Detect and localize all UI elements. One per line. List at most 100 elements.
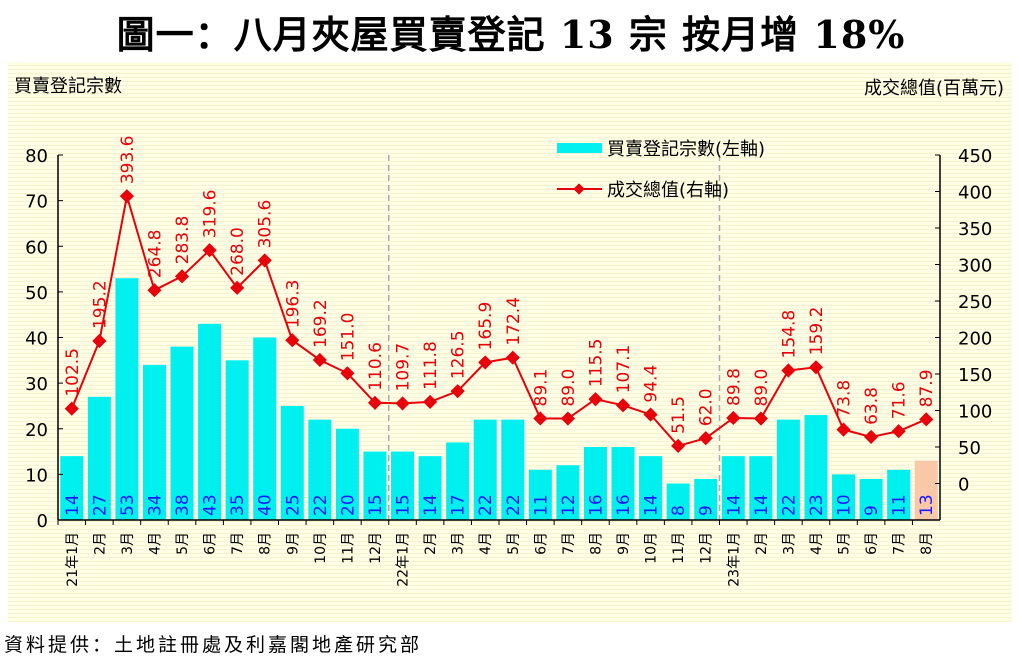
line-value-label: 62.0 xyxy=(697,388,717,426)
bar xyxy=(253,337,277,520)
line-value-label: 71.6 xyxy=(890,381,910,419)
line-value-label: 63.8 xyxy=(862,387,882,425)
bar-label: 22 xyxy=(779,494,799,516)
bar xyxy=(473,419,497,520)
line-marker xyxy=(781,363,796,378)
x-tick-label: 3月 xyxy=(781,532,797,555)
bar xyxy=(501,419,525,520)
legend-line-label: 成交總值(右軸) xyxy=(607,180,729,201)
line-marker xyxy=(92,333,107,349)
right-tick-label: 150 xyxy=(958,365,992,386)
bar xyxy=(694,478,718,520)
bar xyxy=(859,478,883,520)
bar xyxy=(391,451,415,520)
chart-area xyxy=(8,62,1012,622)
bar xyxy=(308,419,332,520)
line-marker xyxy=(147,283,162,298)
x-tick-label: 12月 xyxy=(699,532,715,564)
x-tick-label: 10月 xyxy=(644,532,660,564)
line-marker xyxy=(643,407,658,422)
left-tick-label: 40 xyxy=(25,329,48,350)
bar-label: 9 xyxy=(862,505,882,516)
line-value-label: 111.8 xyxy=(421,341,441,390)
line-marker xyxy=(340,366,355,381)
bar xyxy=(142,364,166,520)
legend-bar-label: 買賣登記宗數(左軸) xyxy=(607,139,765,160)
bar-label: 8 xyxy=(669,505,689,516)
line-value-label: 154.8 xyxy=(779,310,799,359)
bar xyxy=(170,346,194,520)
line-value-label: 172.4 xyxy=(504,297,524,346)
bar-label: 22 xyxy=(311,494,331,516)
bar xyxy=(528,469,552,520)
left-tick-label: 60 xyxy=(25,237,48,258)
line-value-label: 89.0 xyxy=(752,369,772,407)
bar-label: 15 xyxy=(366,494,386,516)
bar xyxy=(418,456,442,520)
left-tick-label: 70 xyxy=(25,192,48,213)
x-tick-label: 3月 xyxy=(451,532,467,555)
line-value-label: 110.6 xyxy=(366,342,386,391)
line-marker xyxy=(450,384,465,399)
bar xyxy=(832,474,856,520)
bar-label: 11 xyxy=(531,494,551,516)
right-tick-label: 200 xyxy=(958,329,992,350)
chart-title: 圖一：八月夾屋買賣登記 13 宗 按月增 18% xyxy=(116,12,906,57)
line-marker xyxy=(312,352,327,368)
bar-label: 14 xyxy=(63,494,83,516)
right-tick-label: 350 xyxy=(958,219,992,240)
x-tick-label: 2月 xyxy=(92,532,108,555)
x-tick-label: 2月 xyxy=(423,532,439,555)
line-marker xyxy=(864,429,879,444)
bar xyxy=(335,428,359,520)
value-line xyxy=(70,195,927,448)
bar xyxy=(666,483,690,520)
line-marker xyxy=(698,431,713,446)
x-tick-label: 6月 xyxy=(864,532,880,555)
line-value-label: 126.5 xyxy=(449,330,469,379)
line-marker xyxy=(891,424,906,439)
bar xyxy=(583,447,607,520)
x-tick-label: 22年1月 xyxy=(396,532,412,587)
line-marker xyxy=(588,392,603,407)
bar-label: 9 xyxy=(697,505,717,516)
line-marker xyxy=(753,411,768,426)
line-value-label: 89.1 xyxy=(531,369,551,407)
right-tick-label: 250 xyxy=(958,292,992,313)
x-tick-label: 11月 xyxy=(340,532,356,564)
bar-label: 22 xyxy=(476,494,496,516)
bar xyxy=(721,456,745,520)
bar xyxy=(363,451,387,520)
line-marker xyxy=(423,394,438,409)
right-tick-label: 50 xyxy=(958,438,981,459)
line-value-label: 196.3 xyxy=(283,280,303,329)
line-marker xyxy=(615,398,631,413)
left-tick-label: 30 xyxy=(25,374,48,395)
line-marker xyxy=(505,350,520,365)
bar xyxy=(87,396,111,520)
x-tick-label: 5月 xyxy=(506,532,522,555)
line-marker xyxy=(919,412,934,427)
line-value-label: 89.0 xyxy=(559,369,579,407)
bar-label: 16 xyxy=(586,494,606,516)
line-marker xyxy=(202,243,217,258)
line-value-label: 319.6 xyxy=(201,190,221,239)
bar-label: 17 xyxy=(449,494,469,516)
line-value-label: 305.6 xyxy=(256,200,276,249)
line-marker xyxy=(671,438,686,453)
line-value-label: 107.1 xyxy=(614,345,634,394)
x-tick-label: 2月 xyxy=(754,532,770,555)
left-tick-label: 0 xyxy=(37,511,48,532)
bar-label: 34 xyxy=(145,494,165,516)
source-note: 資料提供：土地註冊處及利嘉閣地產研究部 xyxy=(4,634,423,656)
x-tick-label: 4月 xyxy=(478,532,494,555)
bar xyxy=(887,469,911,520)
line-value-label: 264.8 xyxy=(145,230,165,279)
line-value-label: 195.2 xyxy=(90,280,110,329)
x-tick-label: 5月 xyxy=(837,532,853,555)
left-tick-label: 50 xyxy=(25,283,48,304)
line-marker xyxy=(808,360,824,375)
bar-label: 22 xyxy=(504,494,524,516)
right-tick-label: 450 xyxy=(958,146,992,167)
line-value-label: 268.0 xyxy=(228,227,248,276)
